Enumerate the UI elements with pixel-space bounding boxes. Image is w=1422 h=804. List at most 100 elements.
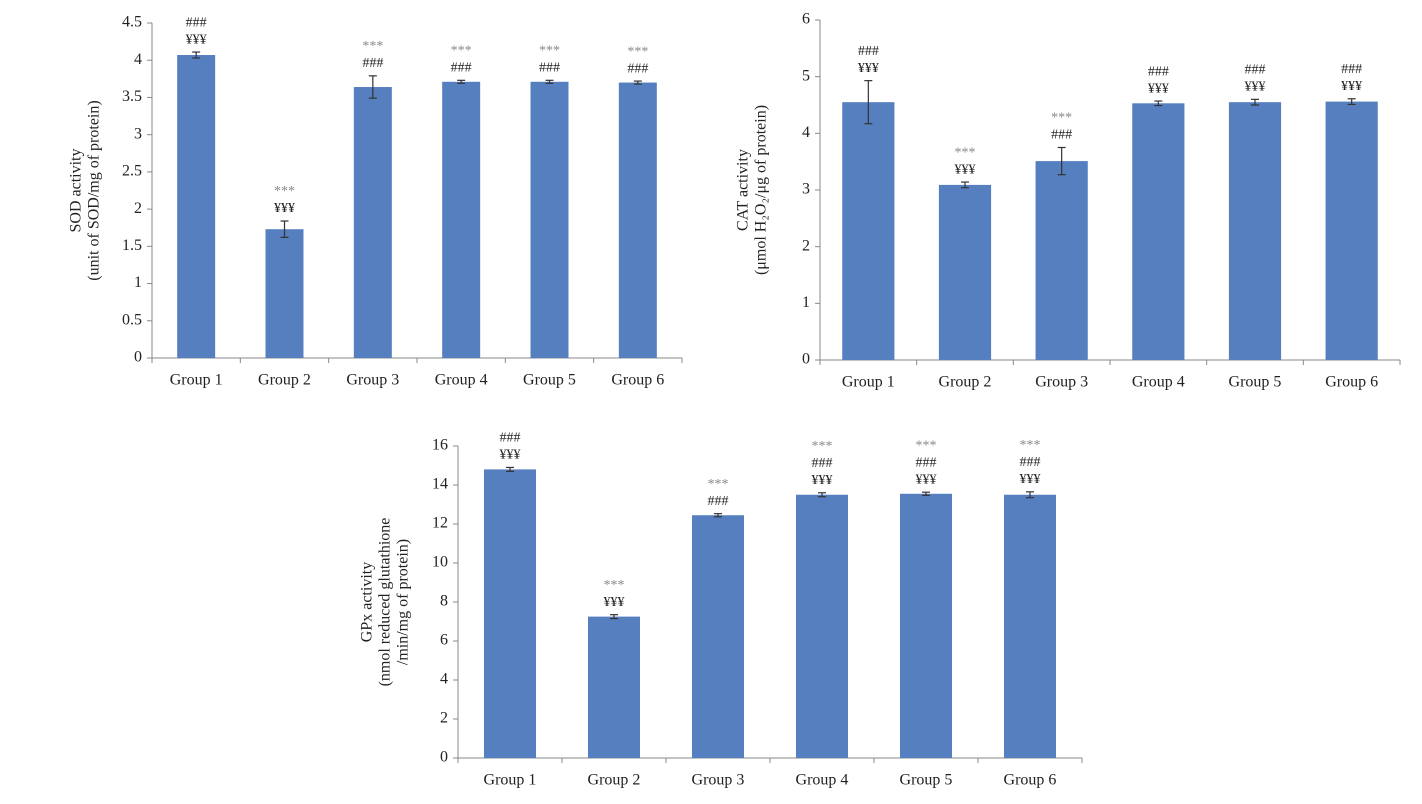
significance-label: ###	[627, 61, 648, 76]
x-tick-label: Group 4	[1132, 374, 1185, 391]
x-tick-label: Group 1	[170, 372, 223, 389]
significance-label: ***	[539, 44, 560, 59]
y-tick-label: 4	[802, 124, 810, 141]
significance-label: ¥¥¥	[274, 201, 295, 216]
y-tick-label: 14	[432, 476, 448, 493]
y-tick-label: 2	[802, 237, 810, 254]
x-tick-label: Group 3	[346, 372, 399, 389]
significance-label: ***	[451, 44, 472, 59]
significance-label: ###	[451, 61, 472, 76]
x-tick-label: Group 6	[1325, 374, 1378, 391]
bar	[1132, 103, 1185, 361]
bar	[177, 55, 216, 359]
bar	[530, 81, 569, 359]
bar	[1035, 161, 1088, 360]
y-tick-label: 0	[440, 749, 448, 766]
x-tick-label: Group 5	[523, 372, 576, 389]
significance-label: ***	[627, 44, 648, 59]
y-axis-label: (unit of SOD/mg of protein)	[86, 100, 103, 280]
y-tick-label: 0	[134, 349, 142, 366]
x-tick-label: Group 4	[796, 772, 849, 789]
y-tick-label: 2	[440, 710, 448, 727]
y-axis-label: (μmol H₂O₂/μg of protein)	[753, 105, 770, 275]
x-tick-label: Group 2	[939, 374, 992, 391]
significance-label: ###	[1245, 63, 1266, 78]
y-tick-label: 2	[134, 200, 142, 217]
y-tick-label: 6	[440, 632, 448, 649]
significance-label: ***	[916, 438, 937, 453]
significance-label: ***	[812, 439, 833, 454]
x-tick-label: Group 6	[1004, 772, 1057, 789]
significance-label: ¥¥¥	[812, 473, 833, 488]
bar	[484, 469, 536, 758]
x-tick-label: Group 3	[692, 772, 745, 789]
y-tick-label: 0.5	[122, 311, 142, 328]
x-tick-label: Group 5	[900, 772, 953, 789]
bar	[796, 494, 848, 758]
significance-label: ***	[362, 39, 383, 54]
bar	[442, 81, 481, 359]
significance-label: ###	[1020, 455, 1041, 470]
significance-label: ¥¥¥	[1148, 81, 1169, 96]
x-tick-label: Group 5	[1229, 374, 1282, 391]
bar	[1004, 494, 1056, 758]
significance-label: ¥¥¥	[1020, 472, 1041, 487]
significance-label: ***	[274, 184, 295, 199]
y-tick-label: 5	[802, 67, 810, 84]
bar	[900, 493, 952, 758]
bar	[265, 229, 304, 358]
y-tick-label: 2.5	[122, 163, 142, 180]
significance-label: ***	[604, 578, 625, 593]
y-tick-label: 16	[432, 437, 448, 454]
y-tick-label: 3	[802, 181, 810, 198]
x-tick-label: Group 3	[1035, 374, 1088, 391]
y-tick-label: 3.5	[122, 88, 142, 105]
y-tick-label: 3	[134, 125, 142, 142]
significance-label: ¥¥¥	[955, 162, 976, 177]
significance-label: ¥¥¥	[858, 61, 879, 76]
significance-label: ¥¥¥	[604, 595, 625, 610]
bar	[588, 616, 640, 758]
y-axis-label: (nmol reduced glutathione	[377, 518, 394, 687]
x-tick-label: Group 2	[588, 772, 641, 789]
y-tick-label: 1.5	[122, 237, 142, 254]
significance-label: ¥¥¥	[1245, 80, 1266, 95]
x-tick-label: Group 1	[842, 374, 895, 391]
y-tick-label: 4	[440, 671, 448, 688]
x-tick-label: Group 6	[611, 372, 664, 389]
y-tick-label: 4.5	[122, 14, 142, 31]
significance-label: ¥¥¥	[500, 448, 521, 463]
significance-label: ***	[1020, 438, 1041, 453]
bar	[692, 515, 744, 758]
significance-label: ###	[1051, 128, 1072, 143]
y-tick-label: 6	[802, 11, 810, 28]
y-tick-label: 12	[432, 515, 448, 532]
significance-label: ¥¥¥	[916, 472, 937, 487]
significance-label: ###	[812, 456, 833, 471]
y-axis-label: SOD activity	[68, 149, 85, 233]
significance-label: ***	[955, 145, 976, 160]
x-tick-label: Group 4	[435, 372, 488, 389]
significance-label: ***	[708, 477, 729, 492]
significance-label: ###	[186, 15, 207, 30]
significance-label: ###	[916, 455, 937, 470]
bar	[353, 87, 392, 359]
y-tick-label: 8	[440, 593, 448, 610]
significance-label: ###	[1341, 62, 1362, 77]
y-tick-label: 1	[802, 294, 810, 311]
y-axis-label: /min/mg of protein)	[395, 539, 412, 665]
significance-label: ###	[858, 44, 879, 59]
y-axis-label: GPx activity	[359, 562, 376, 642]
x-tick-label: Group 2	[258, 372, 311, 389]
y-tick-label: 1	[134, 274, 142, 291]
significance-label: ###	[362, 56, 383, 71]
bar	[938, 184, 992, 360]
x-tick-label: Group 1	[484, 772, 537, 789]
significance-label: ¥¥¥	[1341, 79, 1362, 94]
y-axis-label: CAT activity	[735, 149, 752, 231]
bar	[618, 82, 657, 359]
significance-label: ###	[708, 494, 729, 509]
significance-label: ###	[539, 61, 560, 76]
bar	[842, 102, 895, 361]
